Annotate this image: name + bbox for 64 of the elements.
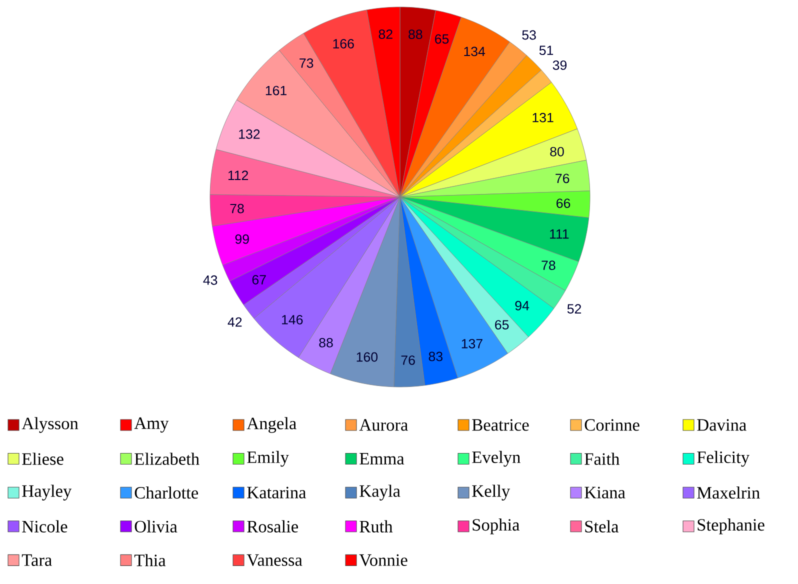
- data-label: 51: [539, 46, 554, 56]
- data-label: 78: [542, 260, 556, 270]
- data-label: 52: [567, 304, 582, 314]
- data-label: 160: [356, 352, 378, 362]
- legend-label: Faith: [584, 452, 620, 465]
- data-label: 134: [464, 46, 486, 56]
- data-label: 42: [228, 317, 242, 327]
- legend-label: Rosalie: [247, 520, 298, 532]
- legend-label: Corinne: [584, 419, 640, 431]
- legend-label: Angela: [246, 417, 296, 433]
- legend-label: Katarina: [247, 486, 306, 498]
- legend-label: Ruth: [360, 520, 393, 532]
- legend-label: Charlotte: [134, 486, 198, 499]
- data-label: 88: [319, 338, 333, 348]
- legend-label: Olivia: [134, 520, 178, 532]
- legend-label: Davina: [697, 419, 746, 431]
- data-label: 80: [550, 146, 564, 156]
- legend-label: Thia: [134, 554, 166, 566]
- legend-label: Amy: [134, 417, 169, 433]
- data-label: 166: [333, 39, 354, 48]
- data-label: 132: [239, 129, 260, 139]
- data-label: 43: [203, 275, 218, 285]
- legend-label: Vonnie: [359, 554, 408, 566]
- data-label: 78: [230, 204, 244, 214]
- legend-label: Kiana: [584, 486, 626, 498]
- legend-label: Beatrice: [472, 419, 529, 431]
- legend-label: Vanessa: [246, 554, 302, 566]
- legend-label: Sophia: [472, 518, 520, 534]
- legend-label: Felicity: [697, 450, 750, 467]
- data-label: 137: [462, 338, 482, 348]
- legend-label: Evelyn: [472, 450, 520, 467]
- legend-label: Maxelrin: [697, 486, 760, 499]
- data-label: 65: [495, 320, 509, 330]
- data-label: 53: [522, 30, 536, 40]
- legend-label: Alysson: [22, 417, 78, 433]
- legend-label: Elizabeth: [134, 452, 200, 465]
- legend-label: Emma: [360, 453, 404, 465]
- data-label: 88: [408, 30, 422, 40]
- data-label: 82: [378, 30, 392, 39]
- data-label: 39: [552, 60, 567, 70]
- data-label: 131: [532, 112, 554, 122]
- data-label: 66: [556, 198, 570, 208]
- legend-label: Emily: [247, 450, 289, 467]
- data-label: 83: [428, 352, 442, 362]
- legend-label: Kelly: [472, 484, 510, 500]
- data-label: 94: [515, 300, 530, 310]
- data-label: 161: [266, 86, 286, 96]
- data-label: 112: [228, 170, 248, 180]
- data-label: 65: [435, 34, 449, 44]
- legend-label: Eliese: [22, 452, 64, 465]
- data-label: 76: [556, 174, 570, 184]
- legend-label: Stela: [585, 520, 619, 532]
- legend-label: Hayley: [22, 484, 72, 500]
- legend-label: Kayla: [360, 484, 400, 500]
- legend-label: Nicole: [22, 520, 68, 532]
- legend-label: Stephanie: [698, 518, 764, 534]
- data-label: 99: [235, 234, 249, 244]
- data-label: 111: [550, 229, 569, 239]
- legend-label: Tara: [22, 554, 52, 566]
- data-label: 146: [282, 315, 303, 324]
- data-label: 67: [252, 275, 266, 284]
- data-label: 73: [300, 58, 314, 68]
- legend-label: Aurora: [359, 419, 408, 431]
- data-label: 76: [401, 355, 415, 365]
